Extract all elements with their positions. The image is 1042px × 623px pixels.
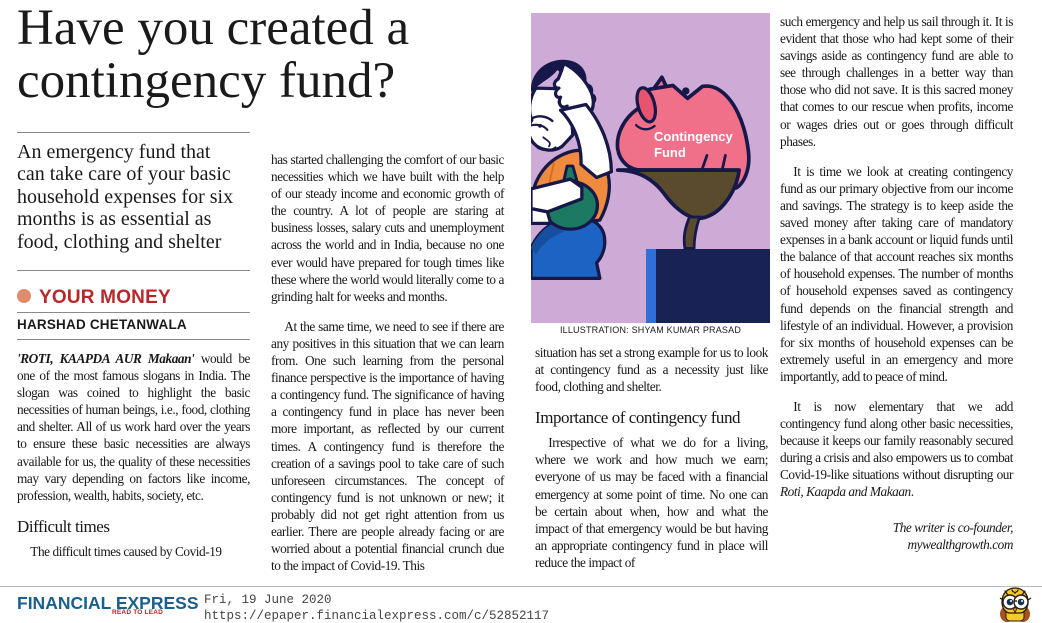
svg-text:Contingency: Contingency [654, 129, 733, 144]
svg-text:Fund: Fund [654, 145, 686, 160]
